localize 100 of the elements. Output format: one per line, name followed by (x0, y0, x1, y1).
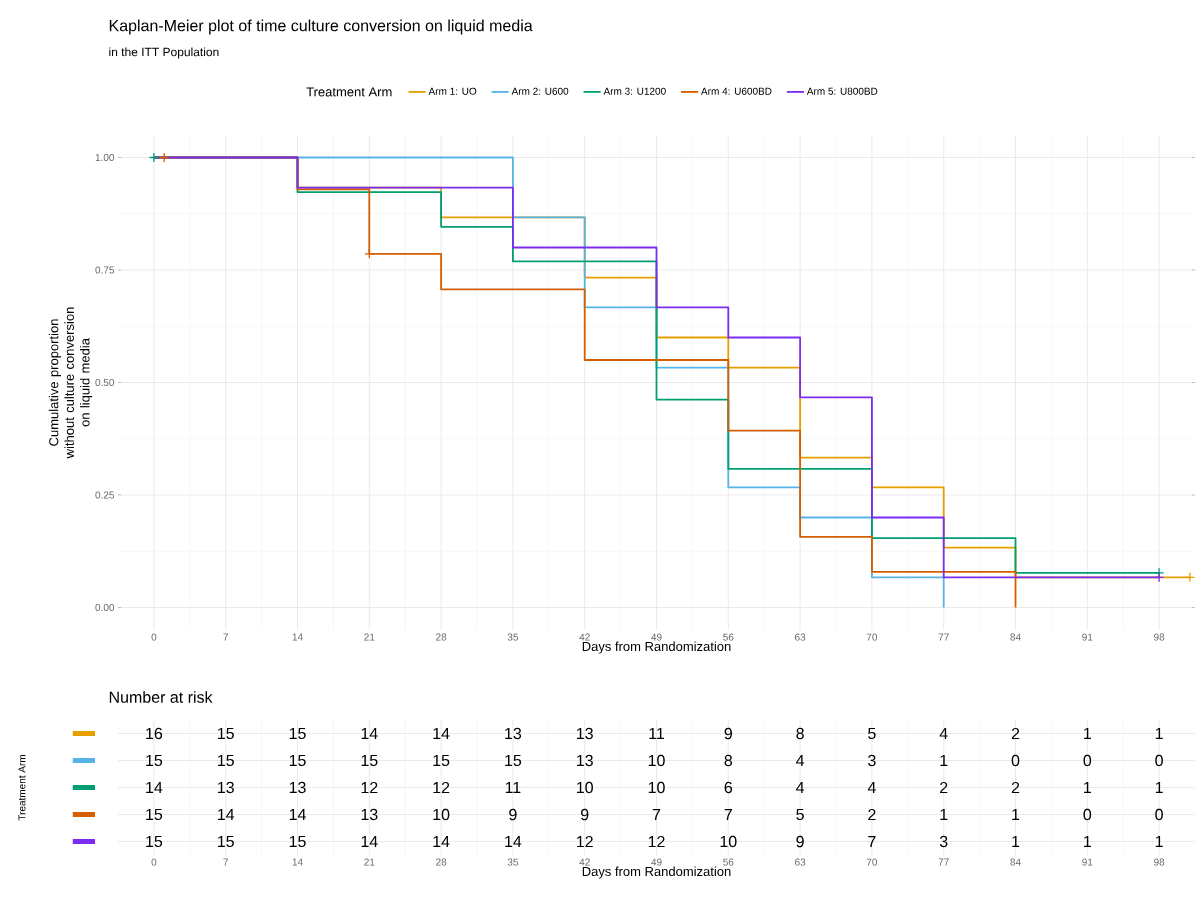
data-label: 8 (796, 727, 804, 740)
legend-label: Arm 2: U600 (511, 87, 569, 95)
data-label: 7 (868, 836, 876, 848)
y-tick-label: 0.25 (95, 491, 115, 499)
data-label: 3 (939, 835, 948, 848)
data-label: 4 (796, 755, 805, 767)
x-axis-title: Days from Randomization (582, 866, 731, 879)
data-label: 1 (1155, 836, 1163, 848)
data-label: 15 (433, 754, 450, 767)
data-label: 14 (361, 728, 378, 740)
data-label: 14 (289, 809, 306, 821)
data-label: 0 (1155, 754, 1163, 767)
data-label: 13 (505, 727, 522, 740)
data-label: 12 (361, 781, 378, 794)
x-tick-label: 35 (507, 858, 519, 866)
x-tick-label: 42 (579, 633, 590, 641)
data-label: 15 (289, 835, 306, 848)
data-label: 15 (289, 727, 306, 740)
data-label: 0 (1011, 754, 1020, 767)
data-label: 10 (648, 754, 665, 767)
data-label: 3 (868, 754, 876, 767)
y-tick-label: 0.00 (95, 603, 115, 612)
data-label: 7 (724, 809, 732, 821)
data-label: 2 (868, 808, 876, 821)
y-tick-label: 1.00 (95, 153, 115, 162)
data-label: 11 (649, 728, 665, 740)
data-label: 10 (720, 835, 737, 848)
data-label: 1 (1084, 836, 1091, 848)
x-tick-label: 84 (1010, 633, 1021, 641)
data-label: 13 (361, 808, 378, 821)
data-label: 16 (146, 727, 163, 740)
x-tick-label: 63 (795, 633, 806, 641)
data-label: 0 (1083, 808, 1092, 821)
data-label: 14 (361, 836, 378, 848)
data-label: 1 (940, 755, 948, 767)
chart-title: Number at risk (109, 691, 213, 703)
y-axis-title: Cumulative proportion without culture conversion on liquid media (48, 307, 93, 459)
data-label: 4 (867, 782, 876, 794)
data-label: 15 (218, 754, 234, 767)
x-axis-title: Days from Randomization (582, 641, 731, 654)
legend-title: Treatment Arm (306, 87, 392, 97)
x-tick-label: 7 (223, 858, 228, 866)
data-label: 2 (1011, 781, 1020, 794)
data-label: 15 (146, 835, 163, 848)
x-tick-label: 28 (436, 858, 447, 866)
data-label: 12 (648, 835, 665, 848)
data-label: 15 (218, 727, 234, 740)
data-label: 0 (1155, 808, 1163, 821)
data-label: 4 (796, 782, 805, 794)
x-tick-label: 21 (364, 633, 375, 641)
data-label: 13 (218, 781, 234, 794)
x-tick-label: 63 (795, 858, 806, 866)
x-tick-label: 91 (1082, 858, 1093, 866)
x-tick-label: 14 (292, 633, 303, 641)
legend-label: Arm 3: U1200 (603, 87, 666, 95)
data-label: 15 (361, 754, 378, 767)
x-tick-label: 91 (1082, 633, 1093, 641)
data-label: 1 (1155, 728, 1163, 740)
data-label: 14 (505, 836, 522, 848)
y-tick-label: 0.50 (95, 378, 115, 387)
data-label: 2 (940, 781, 948, 794)
x-tick-label: 49 (651, 858, 662, 866)
data-label: 1 (1084, 782, 1091, 794)
data-label: 13 (289, 781, 306, 794)
data-label: 10 (648, 781, 665, 794)
data-label: 14 (433, 728, 450, 740)
data-label: 1 (1012, 836, 1020, 848)
x-tick-label: 56 (723, 858, 734, 866)
data-label: 1 (1012, 809, 1020, 821)
data-label: 9 (724, 727, 732, 740)
data-label: 8 (724, 754, 733, 767)
data-label: 1 (940, 809, 948, 821)
data-label: 6 (724, 781, 733, 794)
data-label: 15 (218, 835, 234, 848)
data-label: 11 (505, 782, 521, 794)
data-label: 5 (796, 808, 804, 821)
data-label: 12 (577, 835, 593, 848)
x-tick-label: 70 (866, 858, 878, 866)
x-tick-label: 70 (866, 633, 878, 641)
data-label: 5 (868, 727, 876, 740)
x-tick-label: 7 (223, 633, 228, 641)
data-label: 1 (1155, 782, 1163, 794)
data-label: 10 (433, 808, 450, 821)
data-label: 14 (146, 782, 163, 794)
data-label: 15 (146, 808, 163, 821)
y-axis-title: Treatment Arm (18, 755, 26, 821)
x-tick-label: 98 (1154, 633, 1165, 641)
data-label: 2 (1011, 727, 1020, 740)
chart-subtitle: in the ITT Population (109, 47, 219, 59)
data-label: 15 (505, 754, 522, 767)
legend-label: Arm 1: UO (428, 87, 477, 95)
x-tick-label: 84 (1010, 858, 1021, 866)
data-label: 14 (218, 809, 235, 821)
x-tick-label: 77 (938, 858, 949, 866)
x-tick-label: 98 (1154, 858, 1165, 866)
chart-title: Kaplan-Meier plot of time culture conversion on liquid media (109, 19, 533, 35)
data-label: 12 (433, 781, 450, 794)
x-tick-label: 14 (292, 858, 303, 866)
y-tick-label: 0.75 (95, 266, 115, 274)
x-tick-label: 56 (723, 633, 734, 641)
